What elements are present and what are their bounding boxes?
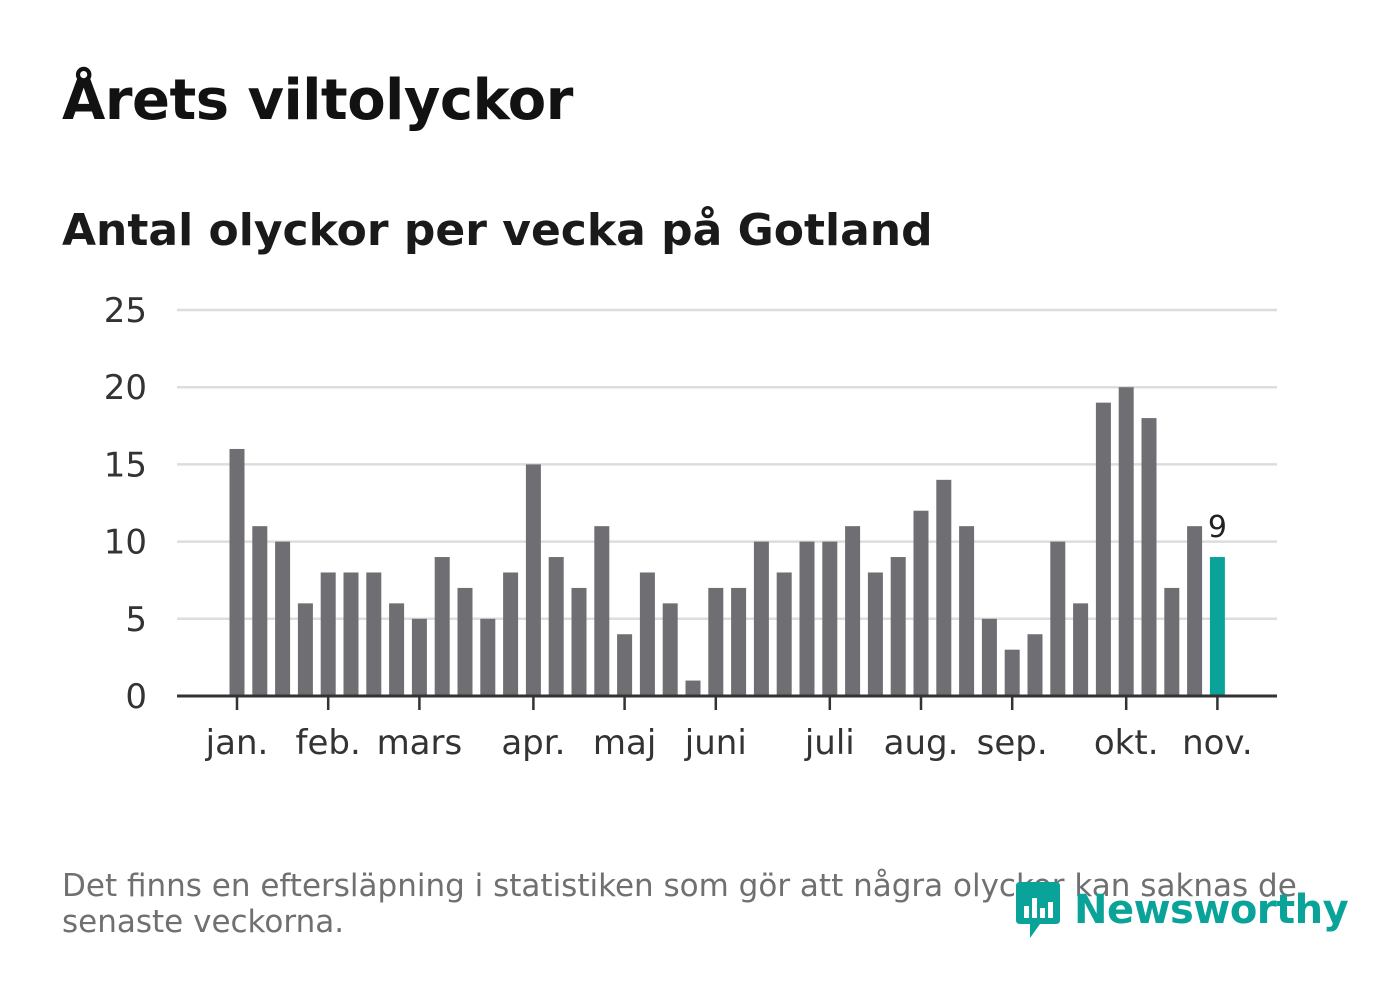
data-labels: 9 bbox=[1208, 510, 1227, 545]
bar bbox=[503, 572, 519, 696]
x-tick-label: aug. bbox=[884, 723, 959, 763]
bar bbox=[411, 618, 427, 696]
brand-logo: Newsworthy bbox=[1012, 880, 1349, 940]
bar bbox=[753, 541, 769, 696]
bar bbox=[1118, 387, 1134, 696]
x-tick-label: mars bbox=[377, 723, 463, 763]
bars bbox=[229, 387, 1225, 696]
bar bbox=[434, 557, 450, 696]
bar bbox=[571, 587, 587, 696]
bar bbox=[799, 541, 815, 696]
bar bbox=[548, 557, 564, 696]
chart-subtitle: Antal olyckor per vecka på Gotland bbox=[62, 205, 933, 256]
bar bbox=[913, 510, 929, 696]
x-tick-label: nov. bbox=[1182, 723, 1253, 763]
page-title: Årets viltolyckor bbox=[62, 68, 573, 133]
bar bbox=[594, 526, 610, 696]
bar bbox=[1141, 418, 1157, 696]
bar bbox=[1050, 541, 1066, 696]
bar bbox=[617, 634, 633, 696]
x-tick-label: juli bbox=[804, 723, 855, 763]
grid-lines bbox=[177, 308, 1277, 621]
bar bbox=[525, 464, 541, 696]
x-tick-label: jan. bbox=[205, 723, 269, 763]
x-axis: jan. feb. mars apr. maj juni juli aug. sep. okt. n… bbox=[177, 694, 1277, 763]
x-tick-label: okt. bbox=[1094, 723, 1159, 763]
bar bbox=[639, 572, 655, 696]
bar bbox=[890, 557, 906, 696]
bar bbox=[297, 603, 313, 696]
y-axis-ticks: 0 5 10 15 20 25 bbox=[104, 291, 147, 717]
bar bbox=[366, 572, 382, 696]
bar bbox=[845, 526, 861, 696]
bar bbox=[480, 618, 496, 696]
bar bbox=[776, 572, 792, 696]
bar bbox=[981, 618, 997, 696]
y-tick-label: 15 bbox=[104, 445, 147, 485]
bar bbox=[1164, 587, 1180, 696]
bar bbox=[662, 603, 678, 696]
bar bbox=[685, 680, 701, 696]
bar bbox=[1095, 402, 1111, 696]
brand-name: Newsworthy bbox=[1074, 887, 1349, 933]
bar bbox=[389, 603, 405, 696]
bar bbox=[1027, 634, 1043, 696]
footnote: Det finns en eftersläpning i statistiken… bbox=[62, 868, 1297, 940]
newsworthy-logo-icon bbox=[1016, 882, 1060, 938]
x-tick-label: apr. bbox=[501, 723, 565, 763]
bar bbox=[1073, 603, 1089, 696]
bar bbox=[275, 541, 291, 696]
y-tick-label: 5 bbox=[125, 600, 147, 640]
x-tick-label: sep. bbox=[977, 723, 1048, 763]
bar bbox=[936, 479, 952, 696]
bar bbox=[867, 572, 883, 696]
y-tick-label: 20 bbox=[104, 368, 147, 408]
x-tick-label: maj bbox=[593, 723, 656, 763]
y-tick-label: 25 bbox=[104, 291, 147, 331]
bar bbox=[1187, 526, 1203, 696]
bar bbox=[708, 587, 724, 696]
bar-chart: 0 5 10 15 20 25 jan. feb. mars apr. maj juni juli au… bbox=[104, 291, 1277, 763]
bar bbox=[959, 526, 975, 696]
y-tick-label: 10 bbox=[104, 523, 147, 563]
bar bbox=[822, 541, 838, 696]
x-tick-label: juni bbox=[684, 723, 747, 763]
y-tick-label: 0 bbox=[125, 677, 147, 717]
x-tick-label: feb. bbox=[296, 723, 361, 763]
bar bbox=[731, 587, 747, 696]
bar bbox=[1209, 557, 1225, 696]
bar bbox=[320, 572, 336, 696]
bar bbox=[457, 587, 473, 696]
bar bbox=[343, 572, 359, 696]
bar bbox=[252, 526, 268, 696]
bar bbox=[1004, 649, 1020, 696]
highlight-value-label: 9 bbox=[1208, 510, 1227, 545]
bar bbox=[229, 448, 245, 696]
